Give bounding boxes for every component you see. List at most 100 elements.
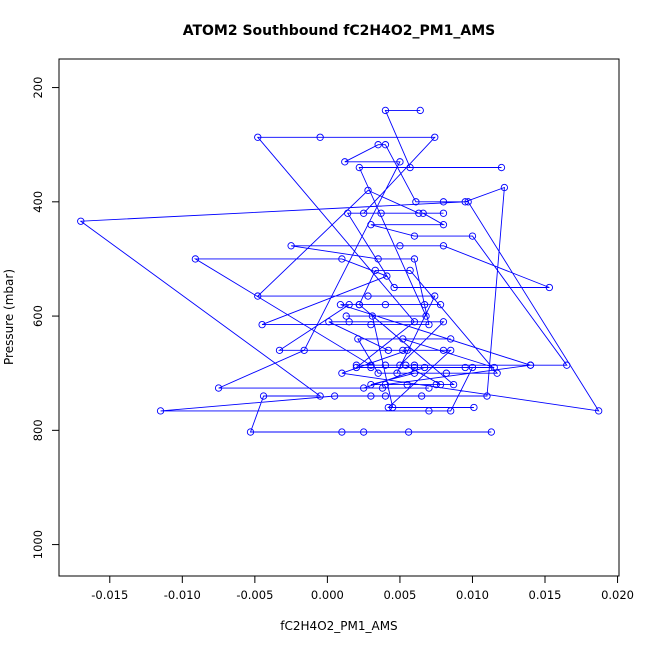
data-point bbox=[439, 198, 448, 206]
data-point bbox=[404, 428, 413, 436]
data-point bbox=[461, 363, 469, 372]
chart-title: ATOM2 Southbound fC2H4O2_PM1_AMS bbox=[183, 23, 496, 39]
data-point bbox=[432, 380, 440, 389]
data-point bbox=[422, 312, 430, 320]
data-point bbox=[563, 361, 571, 369]
x-tick-label: 0.020 bbox=[601, 588, 634, 602]
data-point bbox=[374, 141, 382, 149]
data-point bbox=[396, 361, 404, 369]
data-point bbox=[500, 183, 509, 192]
data-point bbox=[442, 369, 451, 377]
data-point bbox=[381, 106, 390, 115]
data-point bbox=[360, 384, 368, 392]
data-point bbox=[275, 346, 284, 354]
data-point bbox=[344, 209, 352, 217]
data-point bbox=[406, 163, 414, 172]
data-point bbox=[410, 361, 419, 369]
data-point bbox=[412, 198, 420, 206]
data-point bbox=[374, 255, 382, 263]
data-point bbox=[449, 380, 458, 389]
y-tick-label: 800 bbox=[31, 419, 45, 441]
data-point bbox=[352, 361, 361, 369]
data-point bbox=[338, 369, 346, 377]
data-point bbox=[447, 335, 455, 343]
data-point bbox=[419, 209, 427, 217]
data-point bbox=[254, 133, 262, 141]
data-point bbox=[342, 312, 350, 320]
data-point bbox=[367, 392, 375, 400]
y-axis-label: Pressure (mbar) bbox=[2, 269, 16, 365]
series-line bbox=[79, 109, 600, 433]
data-point bbox=[364, 292, 372, 300]
data-point bbox=[341, 158, 349, 166]
x-tick-label: -0.010 bbox=[164, 588, 201, 602]
data-point bbox=[439, 242, 448, 250]
data-point bbox=[259, 392, 268, 400]
data-point bbox=[493, 369, 501, 377]
y-tick-label: 400 bbox=[31, 191, 45, 213]
data-point bbox=[383, 272, 391, 280]
y-tick-label: 200 bbox=[31, 77, 45, 99]
data-point bbox=[390, 283, 398, 292]
data-point bbox=[396, 242, 404, 250]
data-point bbox=[338, 428, 346, 436]
data-point bbox=[410, 318, 419, 326]
data-point bbox=[381, 392, 390, 400]
data-point bbox=[468, 363, 477, 372]
x-tick-label: 0.015 bbox=[529, 588, 562, 602]
data-point bbox=[336, 300, 345, 309]
data-point bbox=[447, 346, 455, 354]
data-point bbox=[431, 133, 439, 141]
data-point bbox=[367, 221, 375, 229]
x-tick-label: -0.005 bbox=[236, 588, 273, 602]
data-point bbox=[545, 283, 554, 292]
x-tick-label: 0.010 bbox=[456, 588, 489, 602]
data-point bbox=[360, 428, 368, 436]
data-point bbox=[352, 363, 361, 372]
data-point bbox=[410, 232, 419, 240]
data-point bbox=[425, 384, 433, 392]
data-point bbox=[393, 369, 401, 377]
data-point bbox=[436, 300, 445, 309]
data-point bbox=[410, 255, 419, 263]
data-point bbox=[439, 221, 448, 229]
data-point bbox=[367, 380, 375, 389]
data-point bbox=[399, 335, 407, 343]
data-point bbox=[316, 392, 324, 400]
data-point bbox=[355, 163, 363, 172]
x-tick-label: 0.005 bbox=[383, 588, 416, 602]
data-point bbox=[389, 403, 397, 412]
data-point bbox=[368, 312, 377, 320]
data-point bbox=[258, 320, 266, 329]
y-tick-label: 600 bbox=[31, 305, 45, 327]
data-point bbox=[431, 292, 439, 300]
data-point bbox=[316, 133, 324, 141]
data-point bbox=[381, 141, 390, 149]
data-point bbox=[483, 392, 491, 400]
data-point bbox=[377, 209, 385, 217]
x-axis-label: fC2H4O2_PM1_AMS bbox=[280, 619, 397, 633]
x-tick-label: 0.000 bbox=[311, 588, 344, 602]
data-point bbox=[399, 346, 407, 354]
data-point bbox=[345, 318, 353, 326]
data-point bbox=[214, 384, 223, 392]
data-point bbox=[378, 384, 387, 392]
data-point bbox=[381, 361, 390, 369]
data-point bbox=[403, 346, 411, 354]
data-point bbox=[490, 363, 498, 372]
data-point bbox=[439, 346, 448, 354]
y-axis: 200 400 600 800 1000 bbox=[31, 77, 60, 559]
data-point bbox=[371, 266, 379, 275]
series-layer bbox=[77, 106, 603, 436]
data-point bbox=[367, 361, 375, 369]
data-point bbox=[360, 209, 368, 217]
x-tick-label: -0.015 bbox=[91, 588, 128, 602]
data-point bbox=[367, 320, 375, 329]
data-point bbox=[355, 300, 363, 309]
data-point bbox=[246, 428, 255, 436]
data-point bbox=[345, 300, 353, 309]
data-point bbox=[418, 392, 426, 400]
data-point bbox=[374, 369, 382, 377]
data-point bbox=[406, 266, 414, 275]
